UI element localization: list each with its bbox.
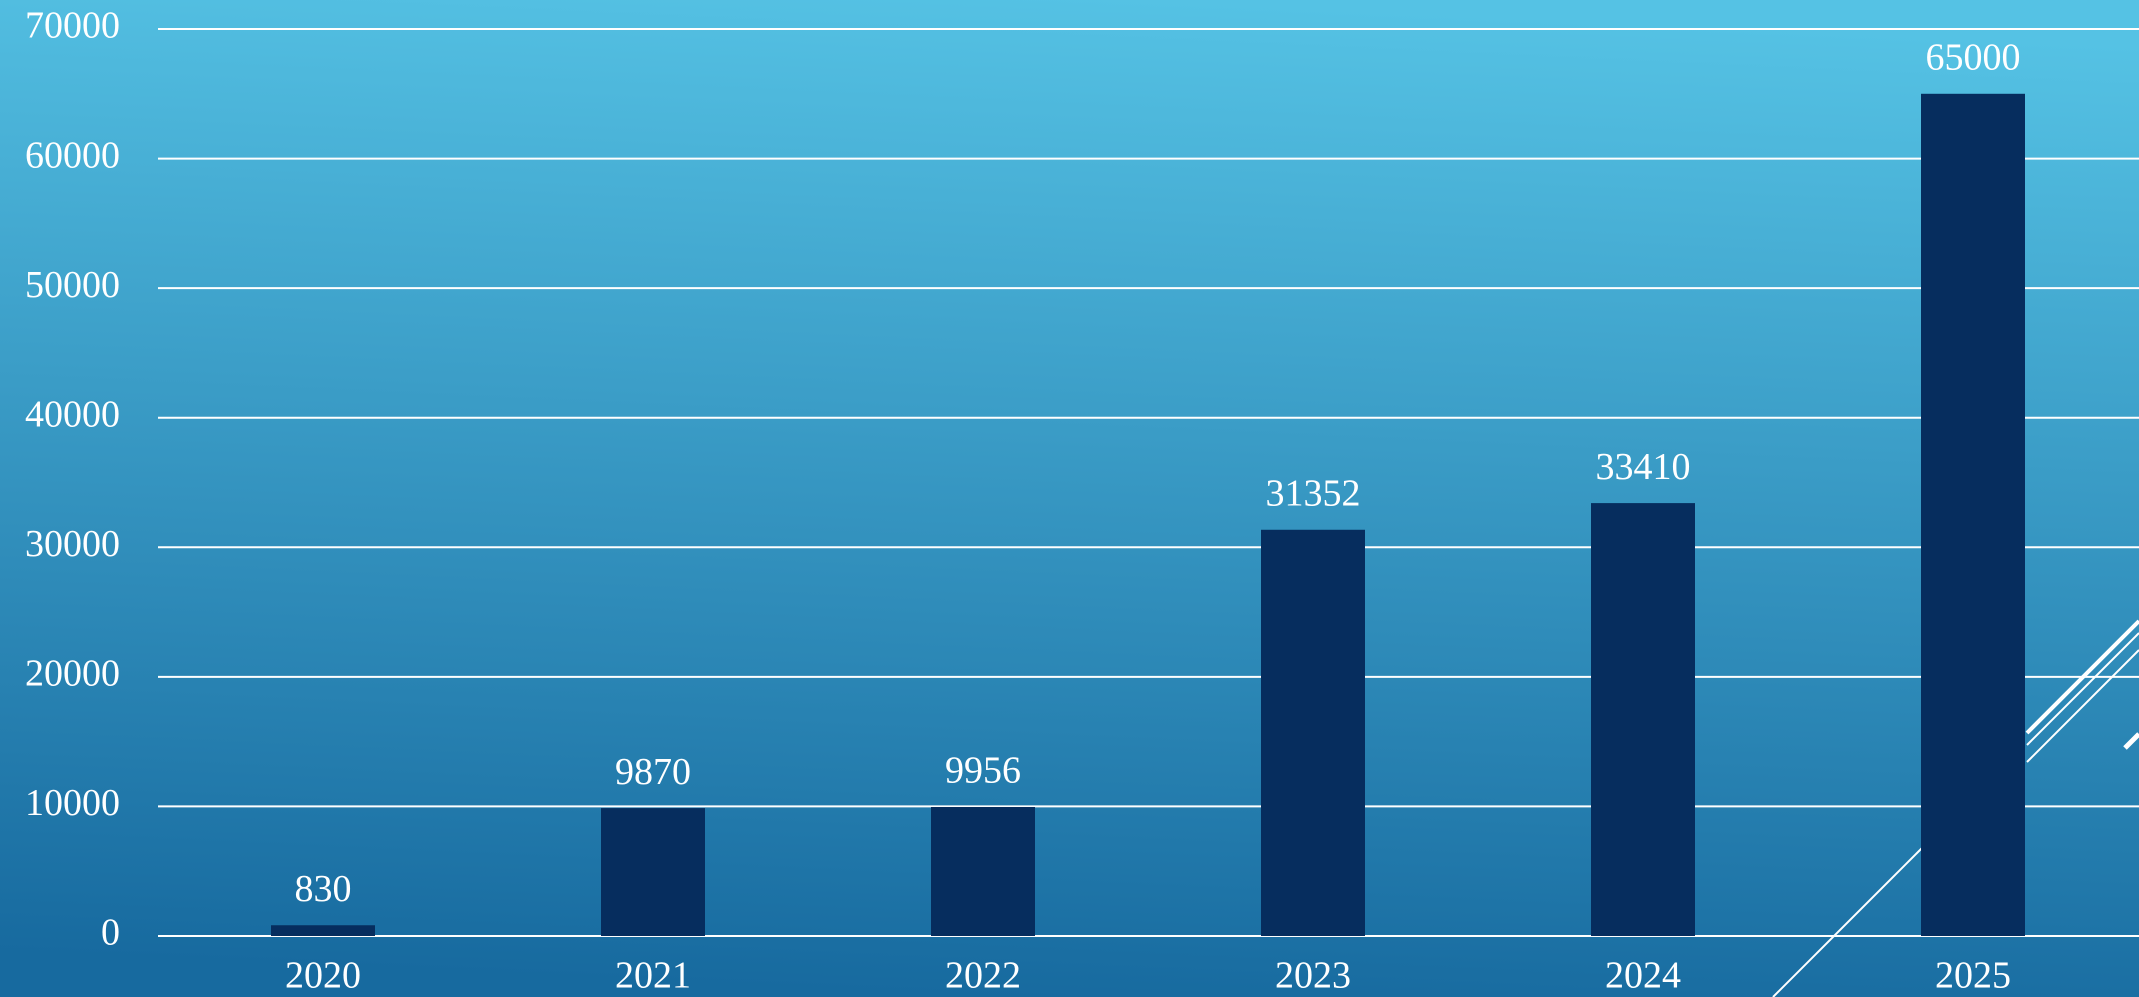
- data-label: 9956: [945, 750, 1021, 792]
- y-tick-label: 10000: [25, 782, 120, 824]
- data-label: 33410: [1596, 446, 1691, 488]
- y-tick-label: 20000: [25, 653, 120, 695]
- x-tick-label: 2022: [945, 955, 1021, 997]
- data-label: 31352: [1266, 472, 1361, 514]
- x-tick-label: 2025: [1935, 955, 2011, 997]
- bar: [271, 925, 375, 936]
- bar: [1591, 503, 1695, 936]
- bar: [931, 806, 1035, 936]
- y-tick-label: 50000: [25, 264, 120, 306]
- data-label: 830: [295, 868, 352, 910]
- data-label: 65000: [1926, 37, 2021, 79]
- bar: [1921, 93, 2025, 937]
- y-tick-label: 40000: [25, 393, 120, 435]
- x-tick-label: 2023: [1275, 955, 1351, 997]
- y-tick-label: 60000: [25, 134, 120, 176]
- y-tick-label: 30000: [25, 523, 120, 565]
- y-tick-label: 70000: [25, 5, 120, 47]
- x-tick-label: 2021: [615, 955, 691, 997]
- data-label: 9870: [615, 751, 691, 793]
- x-tick-label: 2020: [285, 955, 361, 997]
- bar: [1261, 529, 1365, 936]
- y-tick-label: 0: [101, 912, 120, 954]
- bar: [601, 808, 705, 936]
- decoration: [1772, 619, 2139, 997]
- x-tick-label: 2024: [1605, 955, 1681, 997]
